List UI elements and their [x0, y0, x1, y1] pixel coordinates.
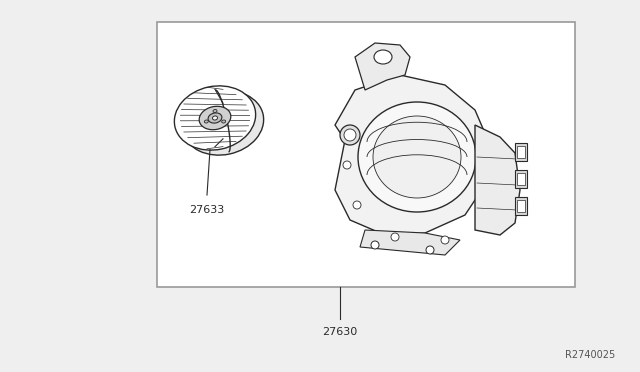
Bar [157, 22, 575, 287]
Polygon shape [360, 230, 460, 255]
Bar [517, 173, 525, 185]
Ellipse shape [221, 120, 226, 123]
Ellipse shape [374, 50, 392, 64]
Ellipse shape [373, 116, 461, 198]
Text: 27630: 27630 [323, 327, 358, 337]
Ellipse shape [208, 113, 222, 123]
Circle shape [344, 129, 356, 141]
Circle shape [371, 241, 379, 249]
Polygon shape [355, 43, 410, 90]
Circle shape [353, 201, 361, 209]
Circle shape [391, 233, 399, 241]
Text: 27633: 27633 [189, 205, 225, 215]
Circle shape [441, 236, 449, 244]
Polygon shape [335, 75, 490, 235]
Ellipse shape [174, 86, 255, 150]
Polygon shape [475, 125, 520, 235]
Ellipse shape [182, 91, 264, 155]
Bar [517, 146, 525, 158]
Text: R2740025: R2740025 [564, 350, 615, 360]
Ellipse shape [204, 120, 209, 123]
Circle shape [343, 161, 351, 169]
Ellipse shape [358, 102, 476, 212]
Bar [515, 170, 527, 188]
Circle shape [340, 125, 360, 145]
Bar [517, 200, 525, 212]
Bar [515, 197, 527, 215]
Ellipse shape [199, 106, 231, 130]
Bar [515, 143, 527, 161]
Ellipse shape [213, 109, 217, 112]
Circle shape [426, 246, 434, 254]
Ellipse shape [212, 116, 218, 120]
